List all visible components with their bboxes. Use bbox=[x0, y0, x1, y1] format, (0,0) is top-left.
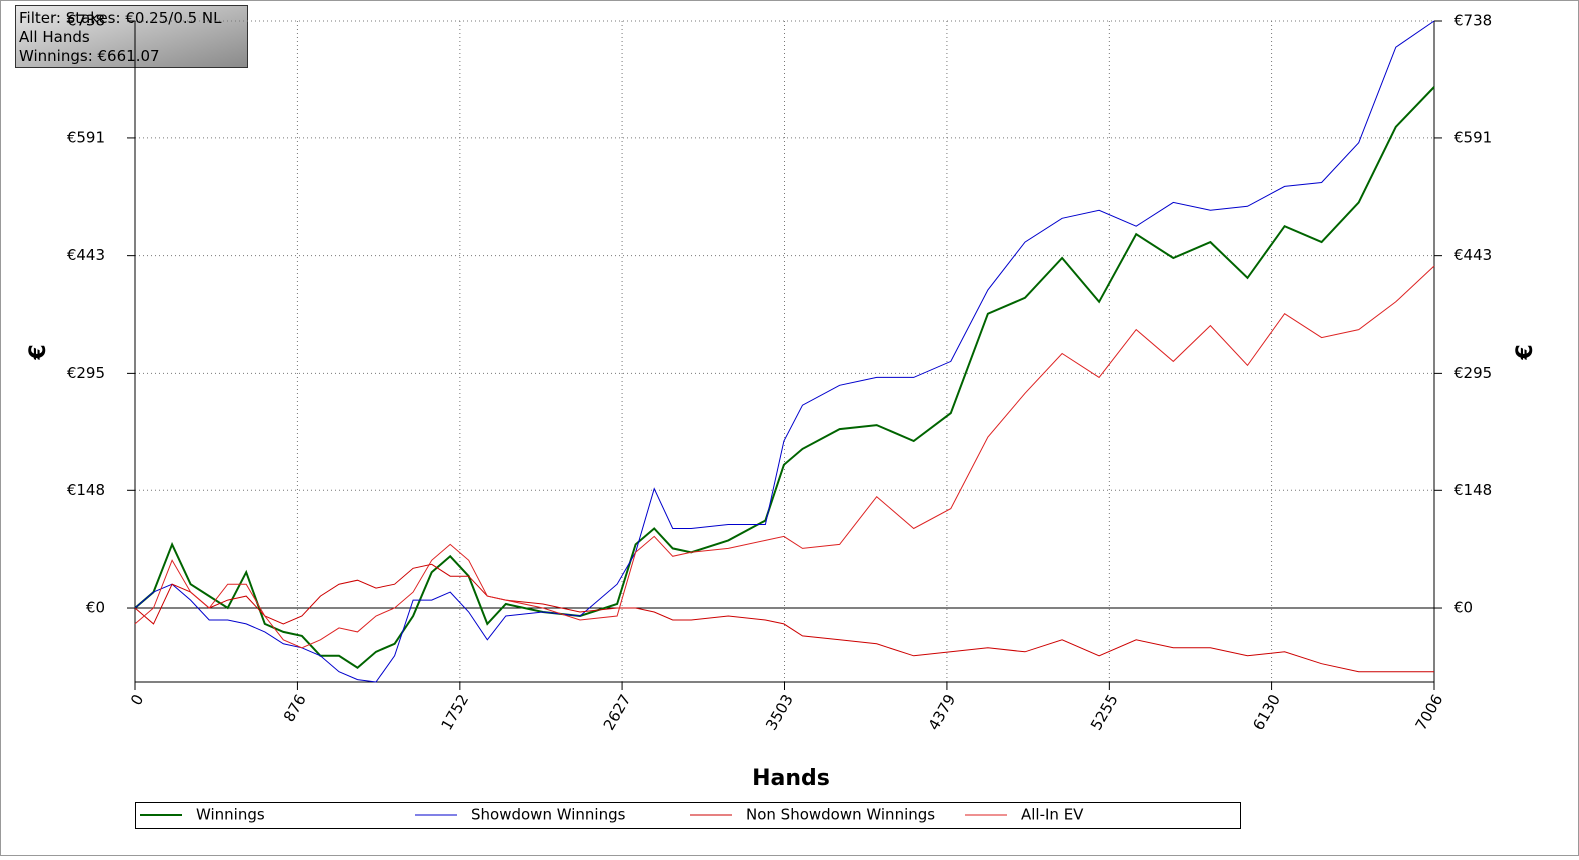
legend bbox=[135, 802, 1241, 829]
legend-label: Non Showdown Winnings bbox=[746, 806, 935, 824]
y2-tick-label: €295 bbox=[1454, 364, 1492, 382]
y-axis-label: € bbox=[26, 344, 51, 360]
y2-axis-label: € bbox=[1513, 344, 1538, 360]
info-line: All Hands bbox=[19, 28, 90, 46]
series-line bbox=[134, 265, 1435, 649]
legend-label: Showdown Winnings bbox=[471, 806, 626, 824]
y2-tick-label: €0 bbox=[1454, 599, 1473, 617]
y-tick-label: €295 bbox=[67, 364, 105, 382]
y-tick-label: €738 bbox=[67, 12, 105, 30]
legend-label: All-In EV bbox=[1021, 806, 1084, 824]
info-line: Winnings: €661.07 bbox=[19, 47, 160, 65]
x-axis-label: Hands bbox=[752, 766, 830, 791]
y2-tick-label: €443 bbox=[1454, 246, 1492, 264]
y2-tick-label: €148 bbox=[1454, 481, 1492, 499]
y-tick-label: €0 bbox=[86, 599, 105, 617]
y-tick-label: €443 bbox=[67, 246, 105, 264]
series-line bbox=[134, 86, 1435, 669]
info-box bbox=[15, 5, 248, 68]
y-tick-label: €591 bbox=[67, 128, 105, 146]
series-line bbox=[134, 563, 1434, 673]
y2-tick-label: €738 bbox=[1454, 12, 1492, 30]
info-line: Filter: Stakes: €0.25/0.5 NL bbox=[19, 9, 222, 27]
y-tick-label: €148 bbox=[67, 481, 105, 499]
legend-label: Winnings bbox=[196, 806, 265, 824]
y2-tick-label: €591 bbox=[1454, 128, 1492, 146]
